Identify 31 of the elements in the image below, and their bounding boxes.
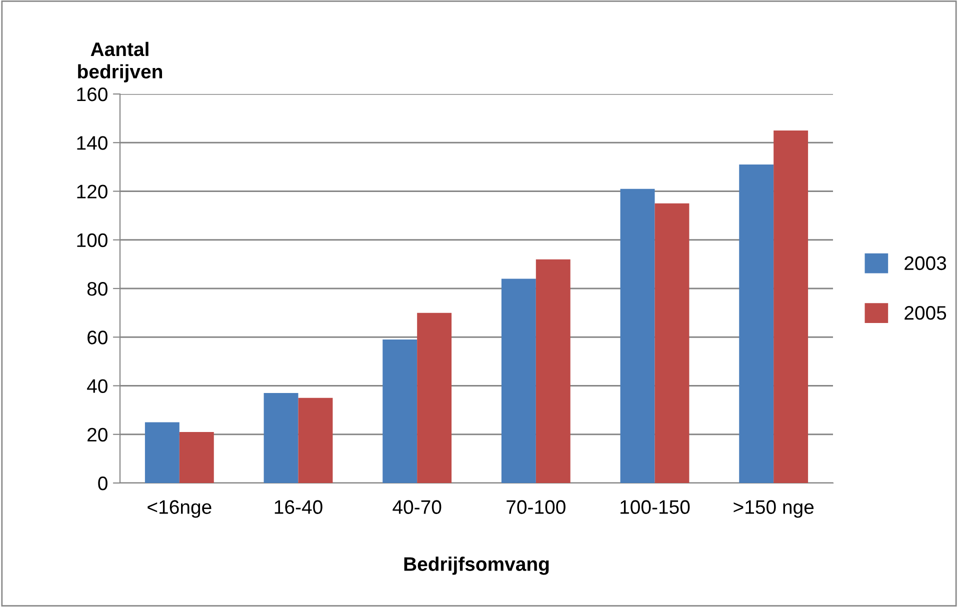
y-axis-title: Aantal bedrijven bbox=[78, 42, 162, 82]
bar bbox=[382, 340, 418, 483]
y-tick-label: 120 bbox=[77, 184, 108, 198]
legend-label: 2005 bbox=[904, 306, 946, 320]
y-tick-label: 0 bbox=[98, 476, 108, 490]
y-tick-label: 40 bbox=[87, 379, 108, 393]
bar bbox=[298, 398, 333, 483]
bar bbox=[501, 278, 536, 483]
x-tick-label: 70-100 bbox=[506, 500, 566, 514]
y-tick-label: 80 bbox=[87, 282, 108, 296]
y-tick-label: 100 bbox=[77, 233, 108, 248]
y-tick-label: 160 bbox=[77, 87, 108, 102]
bar bbox=[739, 164, 774, 483]
legend-label: 2003 bbox=[904, 256, 946, 270]
x-tick-label: 100-150 bbox=[620, 500, 690, 514]
y-tick-label: 20 bbox=[88, 428, 108, 442]
bar bbox=[417, 312, 452, 483]
x-axis-title: Bedrijfsomvang bbox=[404, 556, 549, 575]
x-tick-label: 16-40 bbox=[274, 500, 322, 514]
x-tick-label: <16nge bbox=[148, 500, 212, 518]
bar bbox=[144, 422, 180, 483]
x-tick-label: 40-70 bbox=[392, 500, 442, 514]
bar bbox=[264, 393, 298, 483]
bar bbox=[536, 259, 570, 483]
bar bbox=[179, 432, 214, 483]
bar bbox=[774, 130, 808, 483]
y-tick-label: 60 bbox=[88, 330, 108, 344]
bar bbox=[620, 188, 655, 483]
y-tick-label: 140 bbox=[77, 136, 108, 150]
bar bbox=[654, 203, 690, 483]
x-tick-label: >150 nge bbox=[734, 500, 814, 518]
